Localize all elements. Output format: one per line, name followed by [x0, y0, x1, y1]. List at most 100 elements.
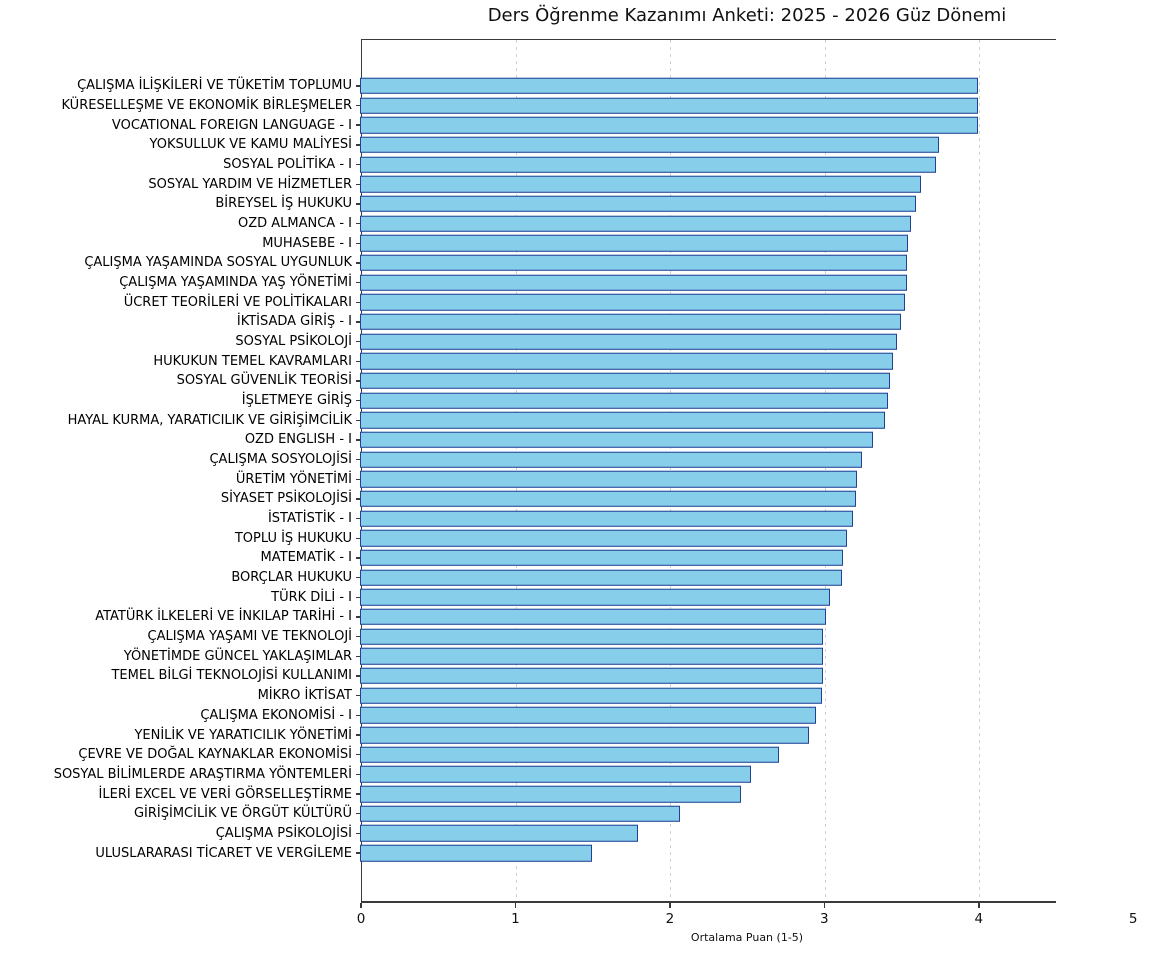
x-tick-label: 2	[665, 911, 675, 927]
category-label: BİREYSEL İŞ HUKUKU	[215, 196, 352, 212]
y-tick-mark	[356, 517, 360, 520]
bar-track	[360, 725, 1055, 745]
category-label: SOSYAL YARDIM VE HİZMETLER	[148, 176, 352, 192]
y-tick-mark	[356, 793, 360, 795]
y-tick-mark	[356, 576, 360, 579]
category-label-cell: GİRİŞİMCİLİK VE ÖRGÜT KÜLTÜRÜ	[0, 807, 352, 820]
y-tick-mark	[356, 773, 360, 776]
bar	[360, 648, 824, 665]
bar-row: ÇALIŞMA YAŞAMI VE TEKNOLOJİ	[0, 627, 1056, 647]
x-tick-mark	[360, 903, 362, 908]
bar	[360, 569, 842, 586]
y-tick-mark	[356, 104, 360, 107]
bar	[360, 667, 824, 685]
bar-row: MUHASEBE - I	[0, 233, 1056, 253]
bar	[360, 490, 856, 508]
gridline	[670, 40, 672, 901]
bar-track	[360, 115, 1055, 135]
y-tick-mark	[356, 360, 360, 362]
y-tick-mark	[356, 281, 360, 284]
y-tick-mark	[356, 144, 360, 146]
y-tick-mark	[356, 222, 360, 225]
bar-track	[360, 391, 1055, 411]
category-label-cell: SOSYAL YARDIM VE HİZMETLER	[0, 178, 352, 191]
bar-row: SOSYAL GÜVENLİK TEORİSİ	[0, 371, 1056, 391]
bar-track	[360, 351, 1055, 371]
y-tick-mark	[356, 616, 360, 618]
category-label: ÇALIŞMA İLİŞKİLERİ VE TÜKETİM TOPLUMU	[77, 78, 352, 94]
bar-track	[360, 548, 1055, 568]
y-tick-mark	[356, 321, 360, 323]
category-label: YÖNETİMDE GÜNCEL YAKLAŞIMLAR	[123, 648, 352, 664]
bar-track	[360, 587, 1055, 607]
bar-track	[360, 686, 1055, 706]
bar-row: YOKSULLUK VE KAMU MALİYESİ	[0, 135, 1056, 155]
bar	[360, 608, 827, 626]
bar-track	[360, 450, 1055, 470]
bar	[360, 451, 862, 468]
category-label: OZD ALMANCA - I	[237, 216, 352, 232]
y-tick-mark	[356, 714, 360, 717]
bar	[360, 392, 889, 409]
bar-row: SOSYAL POLİTİKA - I	[0, 155, 1056, 175]
bar-track	[360, 135, 1055, 155]
bar-row: MATEMATİK - I	[0, 548, 1056, 568]
bar-row: ÜCRET TEORİLERİ VE POLİTİKALARI	[0, 292, 1056, 312]
bar	[360, 707, 816, 724]
chart-title: Ders Öğrenme Kazanımı Anketi: 2025 - 202…	[487, 5, 1007, 26]
category-label-cell: ÇALIŞMA YAŞAMINDA YAŞ YÖNETİMİ	[0, 276, 352, 289]
bar	[360, 136, 940, 154]
bar	[360, 372, 890, 390]
y-tick-mark	[356, 734, 360, 736]
bar-row: ÇEVRE VE DOĞAL KAYNAKLAR EKONOMİSİ	[0, 745, 1056, 765]
category-label-cell: TEMEL BİLGİ TEKNOLOJİSİ KULLANIMI	[0, 669, 352, 682]
category-label-cell: İSTATİSTİK - I	[0, 512, 352, 525]
bar-track	[360, 804, 1055, 824]
category-label: SOSYAL BİLİMLERDE ARAŞTIRMA YÖNTEMLERİ	[53, 766, 352, 782]
bar-row: SOSYAL YARDIM VE HİZMETLER	[0, 174, 1056, 194]
y-tick-mark	[356, 203, 360, 205]
bar	[360, 175, 921, 193]
bar	[360, 97, 978, 114]
bar-track	[360, 76, 1055, 96]
category-label-cell: ÜCRET TEORİLERİ VE POLİTİKALARI	[0, 296, 352, 309]
x-tick-mark	[669, 903, 671, 908]
bar-row: ATATÜRK İLKELERİ VE İNKILAP TARİHİ - I	[0, 607, 1056, 627]
y-tick-mark	[356, 813, 360, 815]
category-label: MATEMATİK - I	[260, 550, 352, 566]
bar	[360, 589, 830, 606]
bar	[360, 313, 901, 331]
category-label: VOCATIONAL FOREIGN LANGUAGE - I	[111, 117, 352, 133]
bar-track	[360, 627, 1055, 647]
category-label: SOSYAL POLİTİKA - I	[223, 157, 352, 173]
bar	[360, 195, 916, 213]
category-label: İLERİ EXCEL VE VERİ GÖRSELLEŞTİRME	[98, 786, 352, 802]
y-tick-mark	[356, 262, 360, 264]
gridline	[516, 40, 518, 901]
y-tick-mark	[356, 635, 360, 638]
category-label: İKTİSADA GİRİŞ - I	[236, 314, 352, 330]
gridline	[824, 40, 826, 901]
category-label: ÇALIŞMA YAŞAMINDA SOSYAL UYGUNLUK	[84, 255, 352, 271]
category-label-cell: TÜRK DİLİ - I	[0, 591, 352, 604]
bar	[360, 844, 592, 862]
y-tick-mark	[356, 399, 360, 402]
x-tick-label: 0	[356, 911, 366, 927]
category-label-cell: OZD ENGLISH - I	[0, 433, 352, 446]
bar-row: KÜRESELLEŞME VE EKONOMİK BİRLEŞMELER	[0, 96, 1056, 116]
y-tick-mark	[356, 242, 360, 244]
category-label-cell: BORÇLAR HUKUKU	[0, 571, 352, 584]
bar-row: TÜRK DİLİ - I	[0, 587, 1056, 607]
bar	[360, 412, 886, 429]
bar-row: HUKUKUN TEMEL KAVRAMLARI	[0, 351, 1056, 371]
bar-track	[360, 646, 1055, 666]
category-label: HUKUKUN TEMEL KAVRAMLARI	[153, 353, 352, 369]
category-label-cell: ÜRETİM YÖNETİMİ	[0, 473, 352, 486]
bar	[360, 215, 912, 232]
category-label-cell: VOCATIONAL FOREIGN LANGUAGE - I	[0, 119, 352, 132]
y-tick-mark	[356, 419, 360, 421]
x-tick-label: 1	[511, 911, 520, 927]
category-label: YOKSULLUK VE KAMU MALİYESİ	[149, 137, 352, 153]
bar-track	[360, 509, 1055, 529]
y-tick-mark	[356, 301, 360, 303]
